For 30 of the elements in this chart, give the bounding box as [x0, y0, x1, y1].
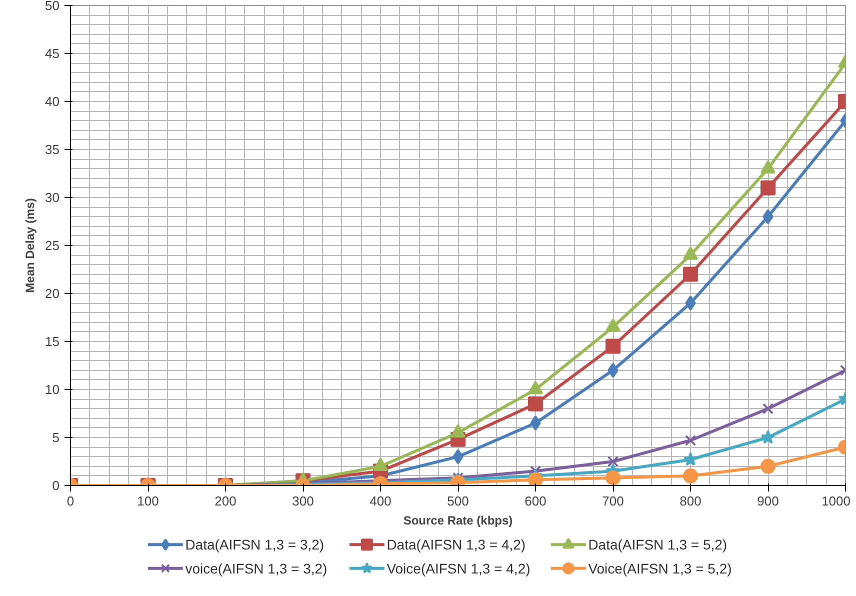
y-tick-label: 45 — [45, 46, 60, 61]
y-tick-label: 0 — [52, 478, 60, 493]
legend-label: Voice(AIFSN 1,3 = 5,2) — [588, 560, 732, 576]
y-tick-label: 15 — [45, 334, 60, 349]
legend-label: Voice(AIFSN 1,3 = 4,2) — [386, 560, 530, 576]
x-tick-label: 900 — [757, 494, 779, 508]
x-tick-label: 300 — [292, 494, 314, 508]
x-tick-label: 600 — [524, 494, 546, 508]
legend-label: Data(AIFSN 1,3 = 3,2) — [185, 536, 324, 553]
x-tick-label: 1000 — [822, 494, 850, 508]
y-tick-label: 40 — [45, 94, 60, 109]
x-axis-title: Source Rate (kbps) — [403, 514, 513, 528]
y-tick-label: 25 — [45, 238, 60, 253]
x-tick-label: 200 — [214, 494, 236, 508]
legend-label: Data(AIFSN 1,3 = 4,2) — [386, 536, 526, 553]
x-tick-label: 0 — [66, 494, 74, 508]
y-tick-label: 20 — [45, 286, 60, 301]
x-tick-label: 400 — [370, 494, 392, 508]
y-tick-label: 50 — [45, 0, 60, 13]
legend-label: Data(AIFSN 1,3 = 5,2) — [588, 536, 728, 553]
x-tick-label: 800 — [680, 494, 702, 508]
y-axis-title: Mean Delay (ms) — [23, 198, 38, 293]
x-tick-label: 500 — [447, 494, 469, 508]
y-tick-label: 35 — [45, 142, 60, 157]
legend-label: voice(AIFSN 1,3 = 3,2) — [185, 560, 328, 576]
y-tick-label: 5 — [52, 430, 60, 445]
x-tick-label: 700 — [602, 494, 624, 508]
y-tick-label: 10 — [45, 382, 60, 397]
y-tick-label: 30 — [45, 190, 60, 205]
x-tick-label: 100 — [137, 494, 159, 508]
